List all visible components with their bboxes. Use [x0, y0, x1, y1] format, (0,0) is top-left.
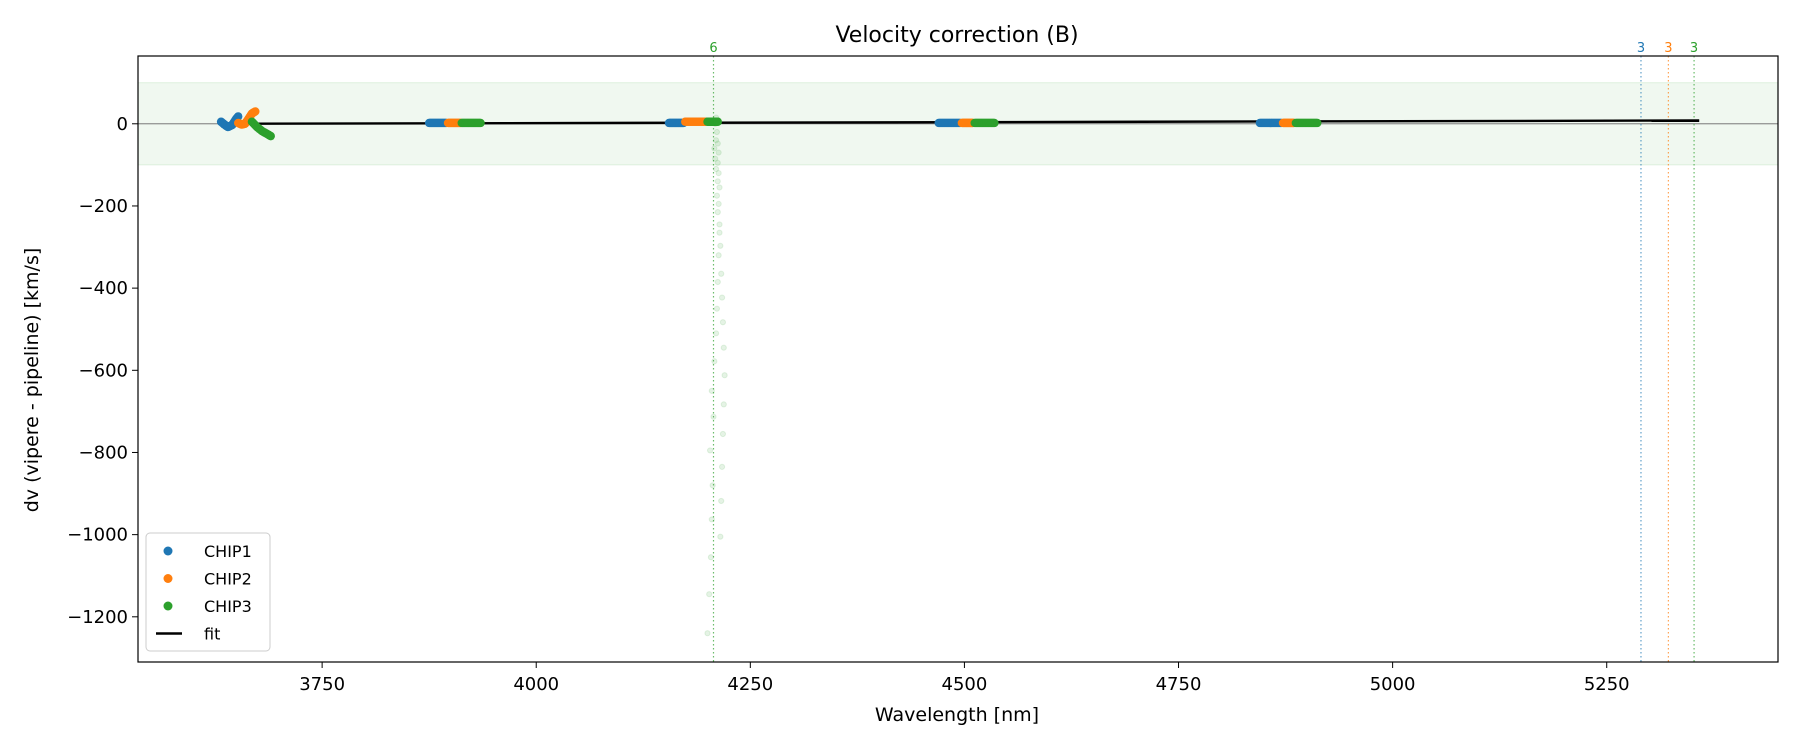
vline-count-label: 3	[1637, 41, 1645, 56]
outlier-point-chip3-32	[718, 294, 726, 301]
y-tick-label: −800	[79, 442, 128, 463]
outlier-point-chip3-36	[715, 200, 722, 208]
legend-label-chip3: CHIP3	[204, 597, 252, 616]
data-point-chip1-0-30	[233, 112, 243, 121]
outlier-point-chip3-28	[720, 401, 727, 408]
x-tick-label: 3750	[299, 674, 345, 695]
y-tick-label: 0	[117, 114, 128, 135]
outlier-point-chip3-25	[718, 497, 725, 505]
y-tick-label: −600	[79, 360, 128, 381]
x-tick-label: 4250	[727, 674, 773, 695]
y-tick-label: −200	[79, 196, 128, 217]
x-tick-label: 4000	[513, 674, 559, 695]
y-axis-label: dv (vipere - pipeline) [km/s]	[21, 248, 43, 513]
vline-count-label: 6	[709, 41, 717, 56]
data-point-chip2-0-30	[251, 107, 260, 116]
outlier-point-chip3-7	[708, 387, 715, 394]
outlier-point-chip3-30	[720, 344, 727, 351]
axis-ticks: 3750 4000 4250 4500 4750 5000 5250 0 −200 −400 −60…	[67, 41, 1698, 695]
outlier-point-chip3-20	[712, 137, 720, 144]
outlier-point-chip3-40	[715, 149, 722, 156]
outlier-point-chip3-26	[718, 463, 726, 470]
outlier-point-chip3-4	[709, 482, 716, 489]
outlier-point-chip3-5	[706, 447, 714, 454]
outlier-point-chip3-29	[721, 372, 728, 379]
x-tick-label: 5250	[1584, 674, 1630, 695]
outlier-point-chip3-13	[716, 229, 723, 236]
x-tick-label: 4750	[1156, 674, 1202, 695]
outlier-point-chip3-11	[714, 278, 721, 286]
outlier-point-chip3-27	[719, 430, 727, 438]
legend-label-fit: fit	[204, 625, 220, 644]
outlier-point-chip3-0	[704, 630, 711, 637]
data-point-chip3-2-24	[713, 117, 722, 126]
outlier-point-chip3-14	[714, 209, 721, 216]
outlier-point-chip3-16	[714, 178, 721, 185]
data-point-chip3-1-24	[476, 118, 485, 128]
vline-count-label: 3	[1664, 41, 1672, 56]
outlier-point-chip3-21	[713, 128, 721, 136]
plot-area	[138, 56, 1778, 662]
legend-label-chip2: CHIP2	[204, 570, 252, 589]
legend-box	[145, 532, 271, 652]
data-point-chip3-3-24	[990, 118, 999, 128]
x-tick-label: 5000	[1370, 674, 1416, 695]
outlier-point-chip3-31	[719, 319, 727, 326]
outlier-point-chip3-6	[710, 413, 717, 420]
legend-swatch-chip3	[163, 601, 173, 611]
plot-content	[138, 56, 1778, 662]
outlier-point-chip3-10	[713, 305, 721, 312]
outlier-point-chip3-2	[707, 554, 715, 561]
outlier-point-chip3-12	[715, 252, 722, 259]
outlier-point-chip3-33	[718, 270, 725, 277]
legend-swatch-chip1	[163, 546, 173, 556]
legend-swatch-chip2	[163, 574, 173, 583]
outlier-point-chip3-3	[708, 516, 715, 523]
outlier-point-chip3-18	[712, 155, 719, 162]
outlier-point-chip3-39	[714, 159, 721, 166]
outlier-point-chip3-37	[716, 184, 723, 191]
y-tick-label: −1000	[67, 525, 128, 546]
outlier-point-chip3-17	[712, 165, 720, 173]
chart-title: Velocity correction (B)	[835, 23, 1078, 48]
x-tick-label: 4500	[942, 674, 988, 695]
legend-label-chip1: CHIP1	[204, 542, 252, 561]
outlier-point-chip3-41	[714, 140, 721, 147]
outlier-point-chip3-35	[716, 221, 723, 228]
outlier-point-chip3-8	[711, 358, 718, 365]
data-point-chip3-4-24	[1313, 118, 1322, 128]
outlier-point-chip3-34	[717, 242, 724, 249]
outlier-point-chip3-9	[712, 330, 720, 337]
outlier-point-chip3-38	[715, 169, 722, 177]
y-tick-label: −400	[79, 278, 128, 299]
vline-count-label: 3	[1690, 41, 1698, 56]
outlier-point-chip3-24	[717, 533, 724, 540]
outlier-point-chip3-15	[713, 192, 721, 199]
data-point-chip3-0-24	[266, 131, 275, 141]
x-axis-label: Wavelength [nm]	[875, 704, 1039, 726]
outlier-point-chip3-1	[706, 591, 713, 598]
legend: CHIP1 CHIP2 CHIP3 fit	[145, 532, 271, 652]
plot-frame	[137, 55, 1779, 663]
outlier-point-chip3-19	[711, 145, 718, 152]
y-tick-label: −1200	[67, 607, 128, 628]
